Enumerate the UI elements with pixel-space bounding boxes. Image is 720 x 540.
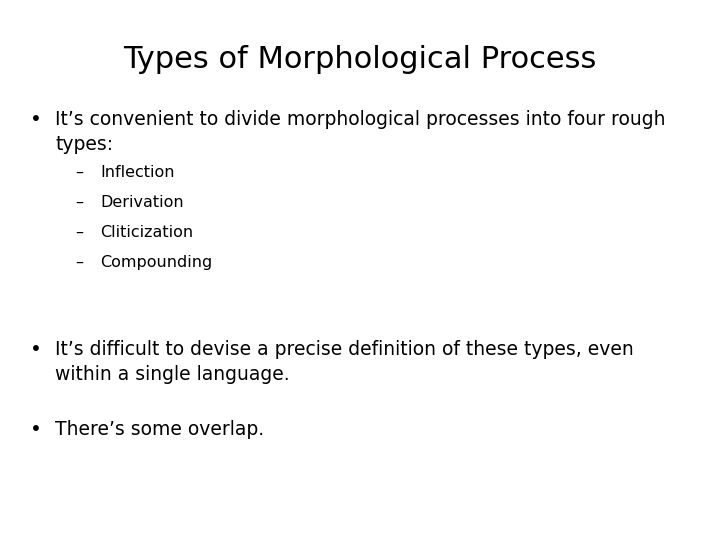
Text: Cliticization: Cliticization <box>100 225 193 240</box>
Text: Types of Morphological Process: Types of Morphological Process <box>123 45 597 74</box>
Text: •: • <box>30 340 42 359</box>
Text: •: • <box>30 420 42 439</box>
Text: There’s some overlap.: There’s some overlap. <box>55 420 264 439</box>
Text: –: – <box>75 255 83 270</box>
Text: It’s convenient to divide morphological processes into four rough: It’s convenient to divide morphological … <box>55 110 665 129</box>
Text: •: • <box>30 110 42 129</box>
Text: Inflection: Inflection <box>100 165 174 180</box>
Text: It’s difficult to devise a precise definition of these types, even: It’s difficult to devise a precise defin… <box>55 340 634 359</box>
Text: Compounding: Compounding <box>100 255 212 270</box>
Text: –: – <box>75 225 83 240</box>
Text: Derivation: Derivation <box>100 195 184 210</box>
Text: types:: types: <box>55 135 113 154</box>
Text: within a single language.: within a single language. <box>55 365 289 384</box>
Text: –: – <box>75 165 83 180</box>
Text: –: – <box>75 195 83 210</box>
